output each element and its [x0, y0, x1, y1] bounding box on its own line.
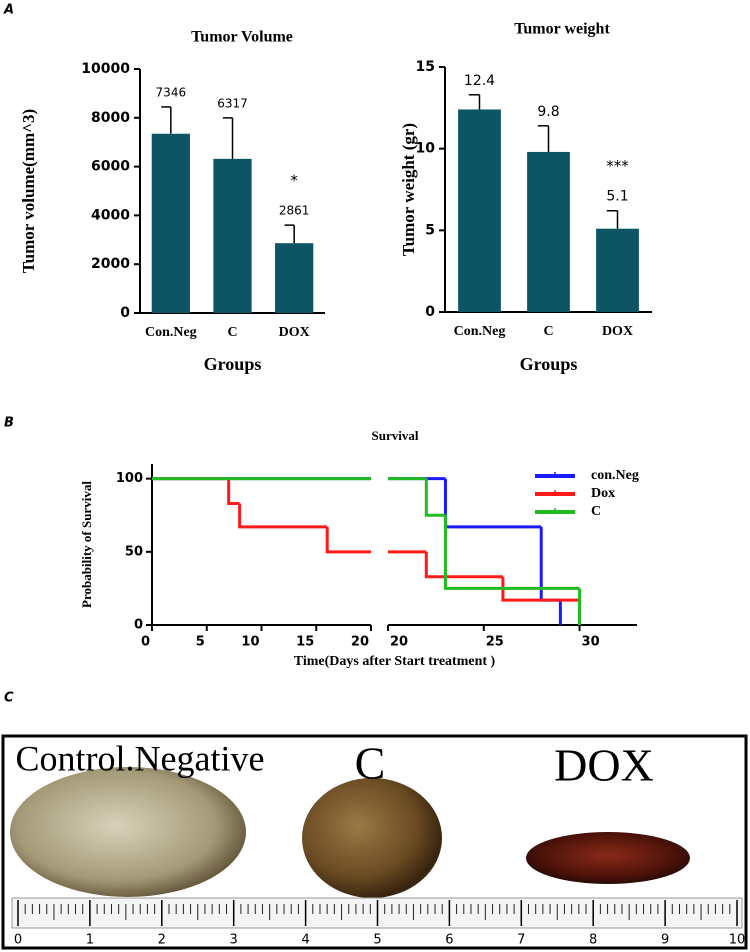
- x-tick-label: C: [227, 325, 237, 340]
- y-axis-label: Probability of Survival: [79, 481, 94, 608]
- value-label: 7346: [156, 85, 187, 99]
- y-tick-label: 0: [134, 618, 143, 633]
- ruler-label: 4: [301, 933, 309, 948]
- survival-step: [424, 551, 503, 579]
- tumor-image: [302, 778, 442, 898]
- y-tick-label: 100: [116, 471, 143, 486]
- ruler-label: 7: [517, 933, 525, 948]
- legend-label: Dox: [591, 486, 615, 501]
- y-tick-label: 8000: [91, 110, 130, 126]
- value-label: 9.8: [537, 104, 559, 120]
- annotation: *: [290, 172, 298, 190]
- x-tick-label: 5: [196, 635, 205, 650]
- ruler-label: 10: [729, 933, 746, 948]
- value-label: 6317: [217, 96, 248, 110]
- x-tick-label: 25: [486, 635, 504, 650]
- y-axis-label: Tumor weight (gr): [399, 123, 418, 256]
- ruler-label: 2: [158, 933, 166, 948]
- bar: [596, 228, 639, 312]
- ruler-label: 5: [373, 933, 381, 948]
- y-tick-label: 4000: [91, 207, 130, 223]
- x-axis-label: Groups: [204, 354, 262, 374]
- ruler-label: 1: [86, 933, 94, 948]
- bar: [213, 158, 252, 313]
- panel-label: B: [4, 416, 14, 431]
- value-label: 12.4: [464, 73, 495, 89]
- y-tick-label: 50: [125, 544, 143, 559]
- ruler-label: 3: [230, 933, 238, 948]
- x-tick-label: 30: [582, 635, 600, 650]
- photo-label: Control.Negative: [16, 738, 265, 778]
- photo-label: DOX: [554, 740, 654, 791]
- ruler-label: 0: [14, 933, 22, 948]
- chart-title: Tumor weight: [514, 21, 610, 38]
- bar: [151, 133, 190, 313]
- y-tick-label: 6000: [91, 159, 130, 175]
- tumor-image: [526, 832, 690, 884]
- ruler-label: 9: [661, 933, 669, 948]
- value-label: 2861: [279, 204, 310, 218]
- x-tick-label: 15: [296, 635, 314, 650]
- y-tick-label: 0: [120, 305, 130, 321]
- survival-step: [227, 478, 240, 506]
- x-tick-label: Con.Neg: [145, 325, 197, 340]
- annotation: ***: [606, 157, 629, 175]
- x-axis-label: Time(Days after Start treatment ): [294, 654, 496, 669]
- x-tick-label: 10: [241, 635, 259, 650]
- photo-label: C: [355, 738, 386, 789]
- x-tick-label: DOX: [602, 324, 633, 339]
- survival-step: [238, 503, 328, 529]
- x-tick-label: DOX: [279, 325, 310, 340]
- x-tick-label: 20: [390, 635, 408, 650]
- x-tick-label: C: [543, 324, 553, 339]
- x-axis-label: Groups: [520, 354, 578, 374]
- bar: [458, 109, 501, 312]
- bar: [275, 243, 314, 313]
- value-label: 5.1: [606, 189, 628, 205]
- x-tick-label: 20: [351, 635, 369, 650]
- panel-label: C: [4, 691, 14, 706]
- y-tick-label: 5: [425, 222, 435, 238]
- y-tick-label: 15: [416, 59, 435, 75]
- y-tick-label: 0: [425, 304, 435, 320]
- bar: [527, 151, 570, 312]
- y-axis-label: Tumor volume(mm^3): [19, 109, 38, 273]
- y-tick-label: 2000: [91, 256, 130, 272]
- x-tick-label: Con.Neg: [454, 324, 506, 339]
- ruler-label: 8: [589, 933, 597, 948]
- tumor-image: [10, 767, 246, 897]
- survival-step: [443, 515, 580, 590]
- survival-step: [501, 576, 580, 602]
- ruler-label: 6: [445, 933, 453, 948]
- y-tick-label: 10000: [81, 61, 130, 77]
- chart-title: Tumor Volume: [191, 29, 293, 46]
- survival-step: [443, 478, 542, 529]
- legend-label: con.Neg: [591, 468, 639, 483]
- y-tick-label: 10: [416, 141, 436, 157]
- survival-step: [325, 526, 427, 554]
- x-tick-label: 0: [141, 635, 150, 650]
- chart-title: Survival: [372, 428, 419, 443]
- survival-step: [424, 478, 446, 517]
- panel-label: A: [3, 3, 14, 18]
- legend-label: C: [591, 504, 601, 519]
